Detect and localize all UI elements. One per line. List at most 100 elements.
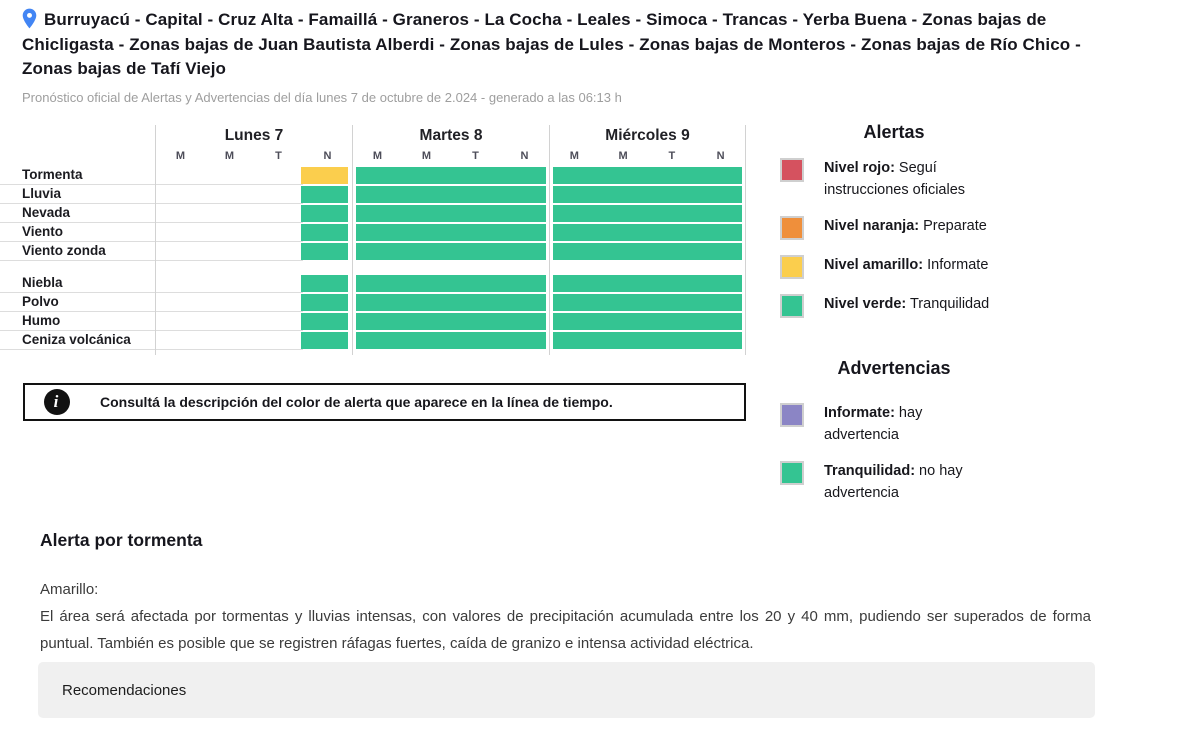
legend-item-purple: Informate: hay advertencia xyxy=(780,403,1008,446)
legend-item-yellow: Nivel amarillo: Informate xyxy=(780,255,1008,279)
timeline-row-label: Nevada xyxy=(0,204,155,223)
timeline-row xyxy=(156,312,352,331)
timeline-period-label: M xyxy=(372,150,383,162)
timeline-row xyxy=(353,204,549,223)
timeline-row xyxy=(156,223,352,242)
timeline-cell-green xyxy=(553,186,742,203)
timeline-period-label: T xyxy=(472,150,479,162)
timeline-cell-green xyxy=(301,275,348,292)
timeline-row xyxy=(550,331,745,350)
legend-label: Nivel rojo: xyxy=(824,160,895,176)
timeline-cell-green xyxy=(553,332,742,349)
location-list: Burruyacú - Capital - Cruz Alta - Famail… xyxy=(22,10,1081,78)
timeline-cell-green xyxy=(301,313,348,330)
timeline-row xyxy=(156,204,352,223)
legend-label: Tranquilidad: xyxy=(824,463,916,479)
timeline-gridline xyxy=(156,241,303,242)
legend-desc: Preparate xyxy=(919,218,987,234)
timeline-row-label: Niebla xyxy=(0,274,155,293)
legend-label: Nivel naranja: xyxy=(824,218,920,234)
legend-desc: Tranquilidad xyxy=(906,296,990,312)
legend-item-orange: Nivel naranja: Preparate xyxy=(780,216,1008,240)
timeline-period-label: T xyxy=(668,150,676,162)
timeline-day-column: Lunes 7 M M T N xyxy=(155,125,352,355)
forecast-subtitle: Pronóstico oficial de Alertas y Adverten… xyxy=(22,89,622,105)
info-banner-text: Consultá la descripción del color de ale… xyxy=(100,394,613,410)
timeline-cell-green xyxy=(356,313,546,330)
timeline-row xyxy=(550,242,745,261)
timeline-row xyxy=(550,204,745,223)
timeline-cell-green xyxy=(301,243,348,260)
timeline-row xyxy=(353,312,549,331)
timeline-cell-green xyxy=(356,332,546,349)
timeline-cell-green xyxy=(553,294,742,311)
page-title: Burruyacú - Capital - Cruz Alta - Famail… xyxy=(22,8,1097,82)
timeline-gridline xyxy=(156,260,303,261)
timeline-row xyxy=(353,185,549,204)
timeline-gridline xyxy=(156,184,303,185)
timeline-day-header: Martes 8 xyxy=(419,127,483,144)
timeline-period-label: M xyxy=(569,150,579,162)
timeline-row xyxy=(353,331,549,350)
timeline-row xyxy=(550,312,745,331)
timeline-row-label: Lluvia xyxy=(0,185,155,204)
timeline-gridline xyxy=(156,349,303,350)
timeline-row xyxy=(550,185,745,204)
timeline-cell-green xyxy=(356,167,546,184)
page-header: Burruyacú - Capital - Cruz Alta - Famail… xyxy=(22,8,1097,105)
timeline-cell-green xyxy=(301,205,348,222)
legend-desc: Informate xyxy=(923,257,989,273)
timeline-section-gap xyxy=(353,261,549,274)
legend-label: Informate: xyxy=(824,405,895,421)
timeline-row xyxy=(156,331,352,350)
alert-detail-title: Alerta por tormenta xyxy=(40,530,203,550)
timeline-row-label: Viento xyxy=(0,223,155,242)
timeline-gridline xyxy=(156,292,303,293)
timeline-row xyxy=(550,166,745,185)
legend-panel: Alertas Nivel rojo: Seguí instrucciones … xyxy=(780,122,1008,519)
timeline-cell-green xyxy=(553,205,742,222)
timeline-cell-green xyxy=(301,294,348,311)
recommendations-label: Recomendaciones xyxy=(62,681,187,699)
timeline-cell-yellow xyxy=(301,167,348,184)
timeline-row xyxy=(156,274,352,293)
timeline-section-gap xyxy=(156,261,352,274)
timeline-period-label: M xyxy=(175,150,186,162)
timeline-gridline xyxy=(156,311,303,312)
timeline-row xyxy=(353,242,549,261)
timeline-period-label: M xyxy=(224,150,235,162)
timeline-day-header: Lunes 7 xyxy=(224,127,284,144)
warnings-legend-title: Advertencias xyxy=(837,358,951,378)
timeline-period-label: M xyxy=(421,150,432,162)
legend-label: Nivel verde: xyxy=(824,296,907,312)
timeline-labels: Tormenta Lluvia Nevada Viento Viento zonda Ni… xyxy=(0,125,155,355)
legend-label: Nivel amarillo: xyxy=(824,257,924,273)
timeline-row-label: Ceniza volcánica xyxy=(0,331,155,350)
legend-item-green-warning: Tranquilidad: no hay advertencia xyxy=(780,461,1008,504)
alert-detail-section: Alerta por tormenta Amarillo: El área se… xyxy=(40,530,1091,657)
timeline-period-label: T xyxy=(275,150,282,162)
info-icon: i xyxy=(44,389,70,415)
alert-description: El área será afectada por tormentas y ll… xyxy=(40,608,1091,652)
timeline-cell-green xyxy=(553,167,742,184)
legend-item-green: Nivel verde: Tranquilidad xyxy=(780,294,1008,318)
timeline-row-label: Polvo xyxy=(0,293,155,312)
green-swatch xyxy=(780,461,804,485)
timeline-row xyxy=(156,293,352,312)
alert-level-label: Amarillo: xyxy=(40,581,99,598)
timeline-section-gap xyxy=(550,261,745,274)
timeline-cell-green xyxy=(553,313,742,330)
timeline-cell-green xyxy=(553,224,742,241)
timeline-cell-green xyxy=(356,186,546,203)
timeline-cell-green xyxy=(301,332,348,349)
timeline-row xyxy=(353,166,549,185)
timeline-cell-green xyxy=(356,224,546,241)
alerts-legend-title: Alertas xyxy=(863,122,925,142)
timeline-row xyxy=(550,274,745,293)
timeline-row xyxy=(353,293,549,312)
timeline-row xyxy=(550,293,745,312)
timeline-day-header: Miércoles 9 xyxy=(605,127,690,144)
recommendations-accordion[interactable]: Recomendaciones xyxy=(38,662,1095,718)
timeline-cell-green xyxy=(553,275,742,292)
